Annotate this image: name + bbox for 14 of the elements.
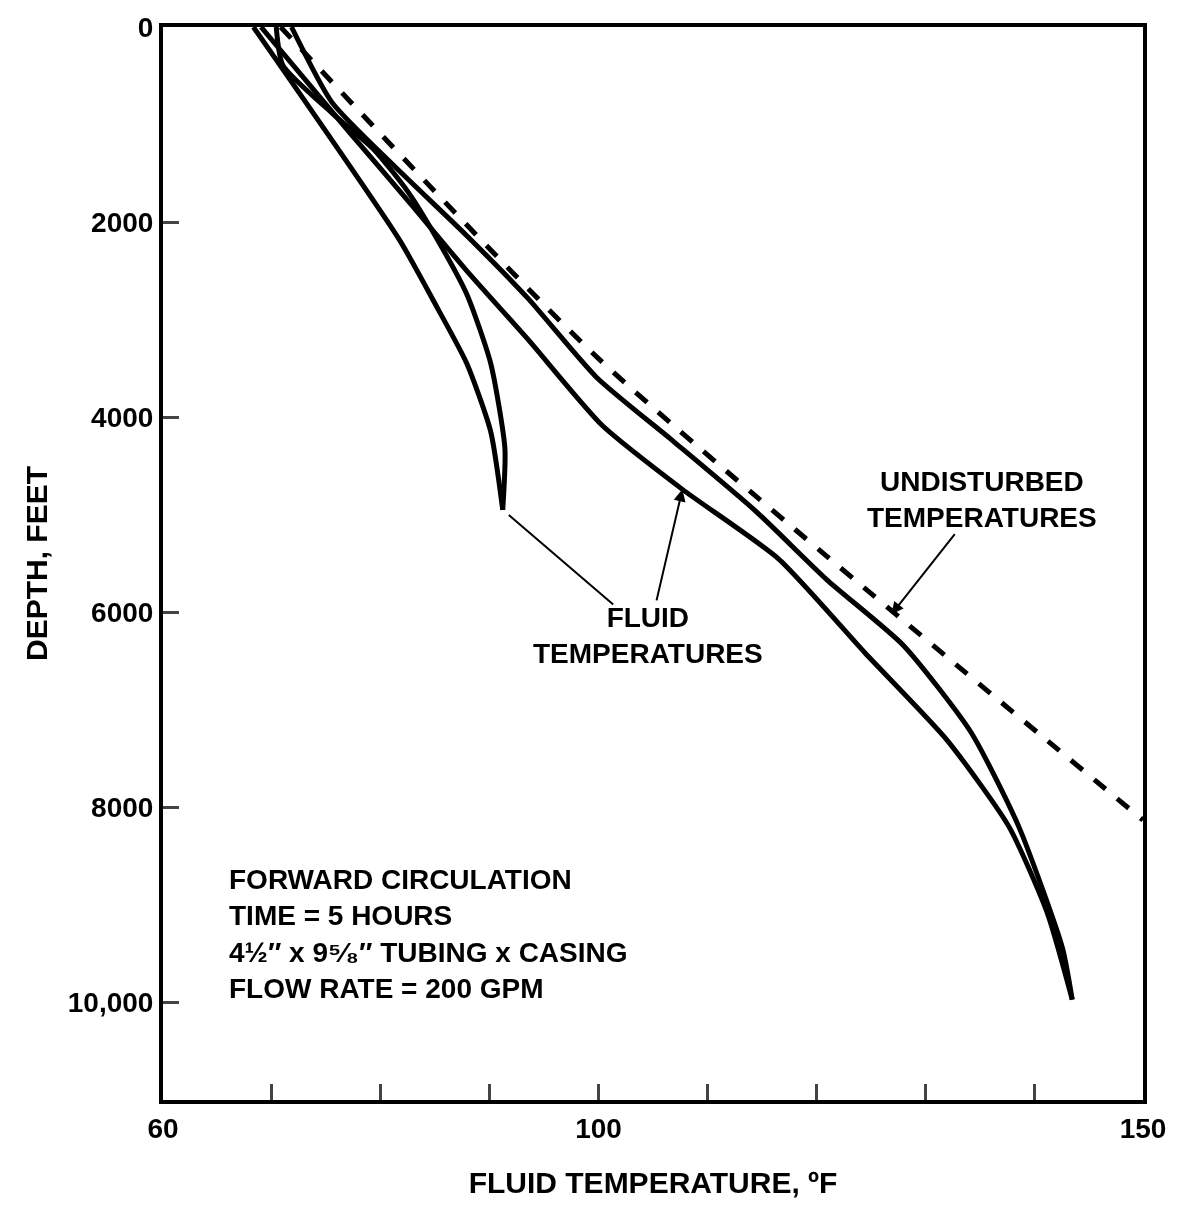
y-tick-label: 6000	[91, 597, 154, 629]
y-tick-label: 0	[137, 11, 154, 43]
x-tick-label: 150	[1119, 1112, 1167, 1144]
y-axis-title: DEPTH, FEET	[20, 465, 54, 662]
y-tick-label: 10,000	[67, 987, 154, 1019]
annotation: FLUID TEMPERATURES	[533, 602, 763, 670]
annotation: UNDISTURBED TEMPERATURES	[867, 466, 1097, 534]
y-tick-label: 4000	[91, 401, 154, 433]
x-tick-label: 100	[575, 1112, 622, 1144]
x-tick-label: 60	[147, 1112, 179, 1144]
y-tick-label: 8000	[91, 792, 154, 824]
x-axis-title: FLUID TEMPERATURE, ºF	[468, 1165, 838, 1199]
y-tick-label: 2000	[91, 206, 154, 238]
annotation: FORWARD CIRCULATION TIME = 5 HOURS 4½″ x 9⁵⁄₈″ TUBING x CASING FLOW RATE = 200 GPM	[229, 864, 628, 1005]
